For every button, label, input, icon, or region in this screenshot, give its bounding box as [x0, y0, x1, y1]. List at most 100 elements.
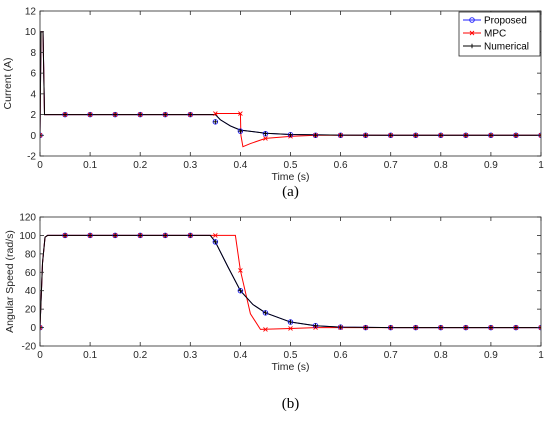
- x-tick-label: 0.5: [284, 350, 298, 361]
- marker-numerical: [488, 325, 494, 330]
- marker-numerical: [288, 319, 293, 325]
- marker-numerical: [137, 112, 143, 117]
- marker-numerical: [488, 132, 494, 138]
- y-tick-label: -2: [27, 152, 36, 163]
- y-tick-label: 120: [19, 213, 36, 224]
- x-tick-label: 0.9: [484, 350, 498, 361]
- x-tick-label: 1: [538, 350, 544, 361]
- legend-label-mpc: MPC: [484, 29, 506, 40]
- y-tick-label: -20: [22, 342, 37, 353]
- y-tick-label: 8: [30, 48, 36, 59]
- y-tick-label: 20: [25, 305, 37, 316]
- y-tick-label: 40: [25, 286, 37, 297]
- marker-numerical: [413, 325, 419, 330]
- x-tick-label: 0: [37, 350, 43, 361]
- x-tick-label: 0.1: [83, 350, 97, 361]
- x-axis-title: Time (s): [271, 171, 309, 183]
- plot-area: [40, 11, 541, 156]
- x-tick-label: 0.1: [83, 160, 97, 171]
- legend-marker: [469, 17, 475, 23]
- y-tick-label: 10: [25, 27, 37, 38]
- marker-numerical: [263, 310, 268, 316]
- marker-mpc: [213, 233, 218, 238]
- marker-numerical: [62, 112, 68, 117]
- x-tick-label: 0.2: [133, 160, 147, 171]
- marker-numerical: [238, 128, 243, 134]
- marker-numerical: [62, 233, 68, 238]
- y-tick-label: 80: [25, 249, 37, 260]
- marker-numerical: [363, 132, 368, 138]
- x-tick-label: 0.3: [183, 160, 197, 171]
- marker-mpc: [538, 132, 541, 138]
- marker-numerical: [213, 119, 218, 125]
- y-tick-label: 12: [25, 7, 37, 18]
- marker-numerical: [87, 112, 93, 117]
- marker-mpc: [238, 268, 243, 273]
- plot-series-group: [40, 232, 541, 332]
- marker-numerical: [438, 325, 444, 330]
- legend-label-numerical: Numerical: [484, 42, 529, 53]
- x-tick-label: 0.4: [233, 350, 247, 361]
- marker-mpc: [263, 136, 268, 141]
- marker-numerical: [87, 233, 93, 238]
- marker-numerical: [338, 132, 343, 138]
- y-tick-label: 60: [25, 268, 37, 279]
- marker-numerical: [213, 239, 218, 245]
- legend-marker: [469, 30, 475, 36]
- x-tick-label: 0.5: [284, 160, 298, 171]
- y-axis-title: Current (A): [2, 58, 14, 110]
- x-tick-label: 0.8: [434, 350, 448, 361]
- marker-numerical: [112, 112, 118, 117]
- x-tick-label: 0: [37, 160, 43, 171]
- chart-panel-b: 0 0.1 0.2 0.3 0.4 0.5 0.6 0.7 0.8 0.9 1-2002040608…: [4, 213, 544, 413]
- marker-mpc: [263, 327, 268, 332]
- x-tick-label: 0.6: [334, 350, 348, 361]
- x-tick-label: 0.6: [334, 160, 348, 171]
- y-tick-label: 4: [30, 89, 36, 100]
- marker-numerical: [438, 132, 444, 138]
- x-tick-label: 0.9: [484, 160, 498, 171]
- marker-numerical: [263, 131, 268, 137]
- x-tick-label: 0.4: [233, 160, 247, 171]
- marker-numerical: [188, 112, 193, 117]
- marker-numerical: [388, 132, 393, 138]
- legend-label-proposed: Proposed: [484, 16, 527, 27]
- marker-numerical: [162, 112, 168, 117]
- marker-numerical: [388, 325, 393, 330]
- marker-numerical: [188, 233, 193, 238]
- y-tick-label: 100: [19, 231, 36, 242]
- marker-numerical: [513, 325, 519, 330]
- x-tick-label: 0.8: [434, 160, 448, 171]
- y-tick-label: 6: [30, 69, 36, 80]
- marker-numerical: [363, 325, 368, 330]
- marker-numerical: [313, 323, 318, 329]
- x-axis-title: Time (s): [271, 361, 309, 373]
- marker-mpc: [213, 111, 218, 116]
- marker-numerical: [238, 288, 243, 294]
- chart-panel-a: 0 0.1 0.2 0.3 0.4 0.5 0.6 0.7 0.8 0.9 1-2024681012…: [2, 7, 544, 201]
- marker-numerical: [313, 132, 318, 138]
- x-tick-label: 0.7: [384, 350, 398, 361]
- marker-mpc: [40, 325, 43, 330]
- marker-numerical: [463, 325, 469, 330]
- y-tick-label: 0: [30, 131, 36, 142]
- panel-label: (b): [282, 396, 300, 412]
- marker-numerical: [463, 132, 469, 138]
- panel-label: (a): [282, 184, 299, 200]
- x-tick-label: 0.3: [183, 350, 197, 361]
- marker-numerical: [513, 132, 519, 138]
- marker-numerical: [112, 233, 118, 238]
- marker-mpc: [538, 325, 541, 330]
- marker-numerical: [338, 324, 343, 330]
- x-tick-label: 0.2: [133, 350, 147, 361]
- x-tick-label: 0.7: [384, 160, 398, 171]
- marker-mpc: [238, 111, 243, 116]
- x-tick-label: 1: [538, 160, 544, 171]
- y-tick-label: 0: [30, 323, 36, 334]
- marker-numerical: [413, 132, 419, 138]
- legend-marker: [469, 43, 475, 49]
- marker-mpc: [40, 132, 43, 138]
- marker-numerical: [288, 132, 293, 138]
- marker-numerical: [137, 233, 143, 238]
